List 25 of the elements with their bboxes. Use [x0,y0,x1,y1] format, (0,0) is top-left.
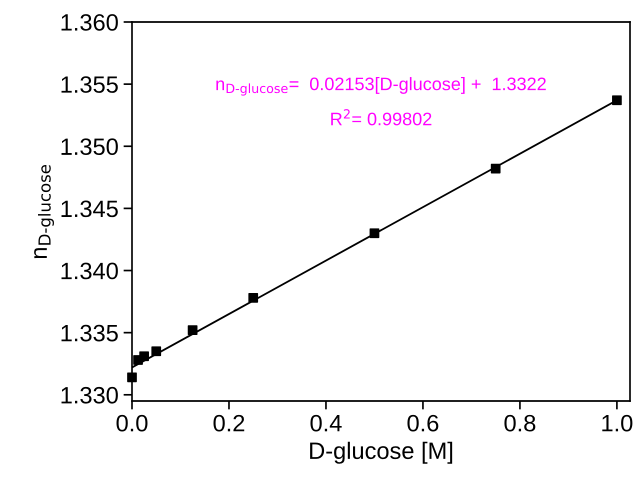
point [490,164,501,174]
y-tick-label: 1.340 [62,262,118,280]
y-tick-label: 1.345 [62,200,118,218]
y-tick-label: 1.335 [62,324,118,342]
point [188,325,198,336]
point [127,372,137,382]
point [370,228,380,238]
annotation: n$_{D-glucose}$= 0.02153[D-glucose] + 1.3322 [216,77,546,96]
x-tick-label: 1.0 [602,414,632,432]
y-axis-title: n$_{D-glucose}$ [34,164,54,258]
point [248,293,258,303]
x-tick-label: 0.6 [407,414,438,432]
y-tick-label: 1.330 [62,386,118,404]
y-tick-label: 1.360 [62,14,118,31]
x-tick-label: 0.8 [504,414,536,432]
point [151,346,162,356]
annotation: R$^{2}$= 0.99802 [331,109,432,126]
point [139,351,149,362]
x-tick-label: 0.4 [310,414,342,432]
point [612,95,622,106]
x-axis-title: D-glucose [M] [310,442,452,464]
y-tick-label: 1.355 [62,76,118,93]
x-tick-label: 0.2 [213,414,244,432]
y-tick-label: 1.350 [62,138,118,156]
x-tick-label: 0.0 [116,414,148,432]
